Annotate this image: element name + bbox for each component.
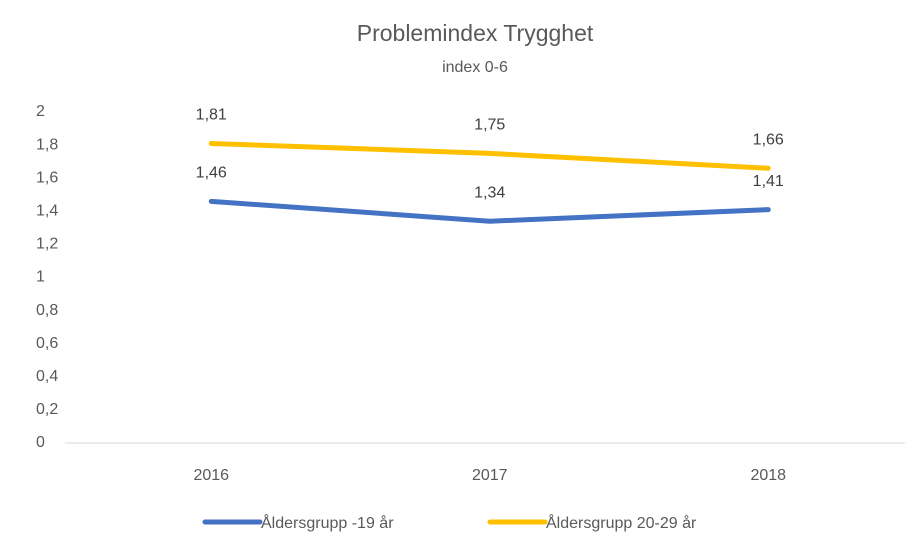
chart-title: Problemindex Trygghet xyxy=(357,20,594,46)
data-label: 1,75 xyxy=(474,117,505,134)
series-line xyxy=(208,140,771,171)
x-tick-label: 2016 xyxy=(193,467,229,484)
data-label: 1,41 xyxy=(753,173,784,190)
series-line xyxy=(208,198,771,224)
y-tick-label: 0 xyxy=(36,434,45,451)
y-tick-label: 1 xyxy=(36,269,45,286)
y-tick-label: 0,8 xyxy=(36,302,58,319)
y-tick-label: 0,2 xyxy=(36,401,58,418)
y-tick-label: 1,4 xyxy=(36,203,58,220)
legend-label: Åldersgrupp -19 år xyxy=(261,513,394,532)
y-tick-label: 2 xyxy=(36,103,45,120)
y-tick-label: 1,8 xyxy=(36,136,58,153)
chart-subtitle: index 0-6 xyxy=(442,59,508,76)
data-label: 1,66 xyxy=(753,131,784,148)
y-tick-label: 0,4 xyxy=(36,368,58,385)
data-label: 1,46 xyxy=(196,165,227,182)
y-tick-label: 1,2 xyxy=(36,236,58,253)
data-label: 1,81 xyxy=(196,107,227,124)
data-label: 1,34 xyxy=(474,184,505,201)
y-tick-label: 1,6 xyxy=(36,169,58,186)
y-tick-label: 0,6 xyxy=(36,335,58,352)
x-tick-label: 2017 xyxy=(472,467,508,484)
x-tick-label: 2018 xyxy=(750,467,786,484)
legend-label: Åldersgrupp 20-29 år xyxy=(546,513,697,532)
